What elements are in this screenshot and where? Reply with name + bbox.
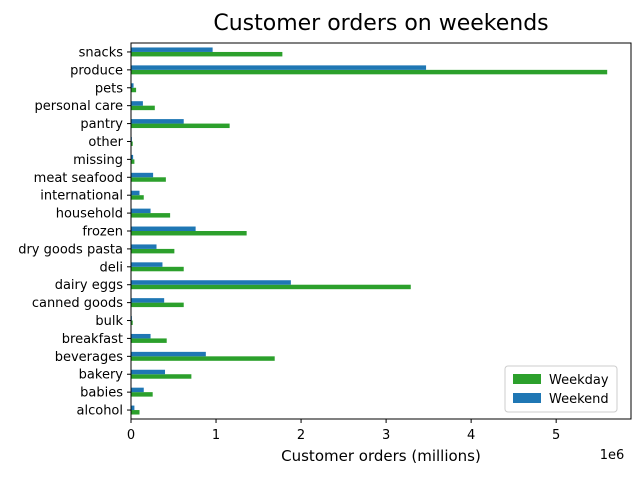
bar-weekend-international bbox=[131, 190, 140, 196]
x-axis: 0 1 2 3 4 5 bbox=[127, 419, 560, 443]
bar-weekend-meat-seafood bbox=[131, 172, 154, 178]
bar-weekday-beverages bbox=[131, 356, 275, 361]
y-tick-label-alcohol: alcohol bbox=[77, 404, 123, 419]
bar-weekday-snacks bbox=[131, 51, 283, 57]
bar-weekday-produce bbox=[131, 69, 608, 75]
y-tick-label-bakery: bakery bbox=[79, 368, 124, 383]
y-tick-label-produce: produce bbox=[70, 63, 123, 78]
bar-weekday-international bbox=[131, 195, 144, 200]
y-tick-label-meat-seafood: meat seafood bbox=[34, 171, 123, 186]
bar-weekday-bakery bbox=[131, 374, 192, 379]
bar-weekday-pantry bbox=[131, 123, 230, 129]
bar-weekend-canned-goods bbox=[131, 298, 165, 303]
bar-weekday-bulk bbox=[131, 320, 133, 325]
chart-title: Customer orders on weekends bbox=[213, 11, 548, 36]
bar-weekend-dry-goods-pasta bbox=[131, 244, 157, 249]
bar-weekend-alcohol bbox=[131, 405, 135, 411]
bar-weekday-personal-care bbox=[131, 105, 155, 111]
y-tick-label-pets: pets bbox=[95, 81, 123, 96]
y-tick-label-frozen: frozen bbox=[82, 225, 123, 240]
bar-weekend-household bbox=[131, 208, 151, 214]
bar-weekday-dry-goods-pasta bbox=[131, 248, 175, 254]
bar-weekday-deli bbox=[131, 266, 184, 272]
y-tick-label-breakfast: breakfast bbox=[62, 332, 123, 347]
bar-weekday-household bbox=[131, 213, 171, 218]
bar-weekday-babies bbox=[131, 392, 153, 397]
y-tick-label-international: international bbox=[40, 189, 123, 204]
bar-weekday-breakfast bbox=[131, 338, 167, 343]
x-tick-label-3: 3 bbox=[382, 428, 390, 443]
legend: Weekday Weekend bbox=[504, 365, 618, 413]
x-tick-label-2: 2 bbox=[297, 428, 305, 443]
bar-weekday-pets bbox=[131, 87, 137, 93]
y-tick-label-missing: missing bbox=[73, 153, 123, 168]
legend-label-weekday: Weekday bbox=[549, 373, 609, 388]
legend-swatch-weekend bbox=[513, 393, 541, 403]
bar-weekday-dairy-eggs bbox=[131, 284, 411, 290]
y-tick-label-personal-care: personal care bbox=[35, 99, 123, 114]
bar-weekend-snacks bbox=[131, 47, 213, 52]
bar-weekday-meat-seafood bbox=[131, 177, 166, 182]
legend-swatch-weekday bbox=[513, 374, 541, 384]
y-tick-label-pantry: pantry bbox=[80, 117, 123, 132]
y-tick-label-dry-goods-pasta: dry goods pasta bbox=[18, 242, 123, 257]
x-tick-label-0: 0 bbox=[127, 428, 135, 443]
y-axis: alcohol babies bakery beverages breakfast bul… bbox=[18, 45, 131, 419]
x-axis-offset-text: 1e6 bbox=[600, 448, 625, 463]
y-tick-label-dairy-eggs: dairy eggs bbox=[55, 278, 124, 293]
bar-weekend-pets bbox=[131, 83, 134, 88]
y-tick-label-canned-goods: canned goods bbox=[32, 296, 123, 311]
y-tick-label-deli: deli bbox=[100, 260, 123, 275]
bar-weekday-other bbox=[131, 141, 133, 146]
bar-weekend-dairy-eggs bbox=[131, 280, 291, 285]
bar-weekday-frozen bbox=[131, 231, 247, 236]
bar-weekend-personal-care bbox=[131, 101, 143, 106]
x-axis-label: Customer orders (millions) bbox=[281, 447, 481, 465]
bar-weekend-bakery bbox=[131, 369, 166, 375]
bar-weekday-alcohol bbox=[131, 410, 140, 415]
y-tick-label-other: other bbox=[88, 135, 123, 150]
bar-weekend-produce bbox=[131, 65, 427, 70]
x-tick-label-5: 5 bbox=[552, 428, 560, 443]
bar-weekend-frozen bbox=[131, 226, 196, 231]
bar-weekday-canned-goods bbox=[131, 302, 184, 308]
y-tick-label-snacks: snacks bbox=[79, 45, 124, 60]
bar-weekend-babies bbox=[131, 387, 144, 393]
bar-weekend-beverages bbox=[131, 351, 206, 357]
y-tick-label-household: household bbox=[56, 207, 123, 222]
y-tick-label-beverages: beverages bbox=[55, 350, 124, 365]
bar-weekend-deli bbox=[131, 262, 163, 267]
x-tick-label-1: 1 bbox=[212, 428, 220, 443]
bar-weekend-missing bbox=[131, 154, 134, 160]
y-tick-label-bulk: bulk bbox=[95, 314, 123, 329]
x-tick-label-4: 4 bbox=[467, 428, 475, 443]
bar-weekday-missing bbox=[131, 159, 135, 164]
legend-label-weekend: Weekend bbox=[549, 392, 609, 407]
bar-weekend-breakfast bbox=[131, 333, 151, 339]
bar-weekend-pantry bbox=[131, 119, 184, 124]
y-tick-label-babies: babies bbox=[80, 386, 123, 401]
bars-layer bbox=[131, 47, 608, 415]
